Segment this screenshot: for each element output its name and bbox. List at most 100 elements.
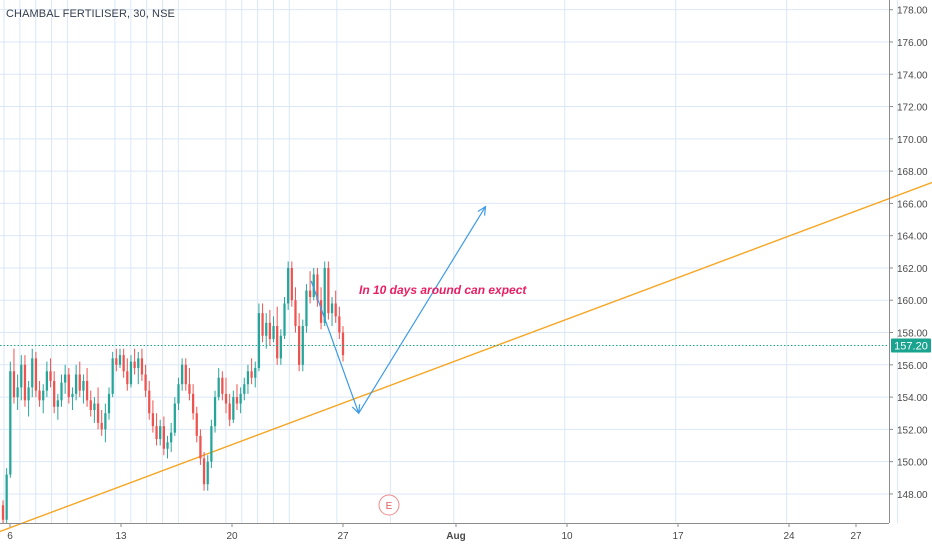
candle-body-76 [279, 335, 282, 359]
candle-56 [206, 455, 209, 491]
candle-19 [71, 387, 74, 411]
candle-body-28 [104, 413, 107, 430]
candle-body-11 [42, 390, 45, 401]
candle-body-86 [316, 274, 319, 301]
candle-body-30 [111, 358, 114, 394]
earnings-marker-layer: E [378, 494, 400, 516]
candle-body-82 [301, 326, 304, 365]
candle-body-5 [20, 364, 23, 388]
y-tick-label-10: 168.00 [897, 167, 928, 178]
candle-body-92 [338, 316, 341, 333]
candle-37 [137, 351, 140, 385]
candle-86 [316, 267, 319, 307]
candle-78 [287, 261, 290, 310]
candle-body-54 [199, 435, 202, 459]
candle-44 [162, 416, 165, 456]
candle-29 [107, 387, 111, 420]
candle-body-2 [9, 371, 12, 475]
candle-body-81 [297, 326, 301, 365]
candle-11 [42, 384, 45, 414]
x-tick-label-1: 13 [115, 531, 127, 542]
candle-3 [12, 348, 16, 404]
candle-33 [122, 348, 125, 378]
candle-41 [151, 400, 155, 433]
candle-body-77 [283, 303, 286, 336]
candle-21 [78, 361, 81, 398]
candle-54 [199, 429, 202, 465]
candle-67 [246, 364, 250, 394]
candle-body-72 [265, 322, 268, 336]
candle-body-29 [107, 393, 111, 414]
y-tick-label-0: 148.00 [897, 490, 928, 501]
candle-body-26 [96, 403, 100, 423]
candle-body-84 [308, 290, 312, 298]
y-tick-label-6: 160.00 [897, 296, 928, 307]
candle-body-71 [261, 313, 264, 336]
y-tick-label-8: 164.00 [897, 232, 928, 243]
candle-body-9 [34, 358, 38, 391]
arrow-head-1 [477, 205, 487, 216]
x-axis-panel[interactable] [0, 524, 889, 550]
candle-body-66 [243, 384, 246, 394]
arrow-shaft-1 [358, 206, 487, 414]
candle-body-89 [327, 267, 330, 314]
candle-body-64 [235, 397, 239, 404]
candle-76 [279, 329, 282, 365]
candle-39 [144, 364, 147, 398]
candle-body-24 [89, 400, 92, 411]
candle-2 [9, 361, 12, 478]
candle-body-75 [276, 326, 279, 359]
candle-28 [104, 403, 107, 443]
y-tick-label-12: 172.00 [897, 103, 928, 114]
candle-12 [45, 361, 49, 398]
candle-body-60 [221, 377, 224, 394]
candle-60 [221, 371, 224, 401]
candle-body-39 [144, 374, 147, 391]
candle-38 [140, 348, 144, 381]
candle-91 [334, 290, 337, 323]
candle-0 [1, 500, 5, 523]
candle-92 [338, 306, 341, 339]
candle-body-14 [53, 380, 56, 407]
candle-body-38 [140, 358, 144, 375]
y-tick-label-9: 166.00 [897, 199, 928, 210]
candle-body-63 [232, 397, 235, 420]
candle-body-74 [272, 326, 275, 339]
x-tick-label-8: 27 [850, 531, 862, 542]
x-axis-ticks: 6 13 20 27 Aug 10 17 24 27 [7, 523, 862, 542]
candle-8 [31, 348, 34, 398]
candle-body-37 [137, 358, 140, 369]
candle-body-62 [228, 403, 231, 420]
candle-71 [261, 303, 264, 343]
candle-18 [67, 368, 70, 404]
candle-53 [195, 406, 198, 443]
candle-body-34 [126, 371, 129, 385]
earnings-marker-label: E [386, 501, 393, 512]
candle-31 [115, 348, 118, 372]
trendline-layer [0, 178, 932, 546]
chart-title: CHAMBAL FERTILISER, 30, NSE [6, 8, 175, 20]
candle-7 [27, 380, 30, 417]
earnings-marker-circle[interactable] [378, 494, 400, 516]
candle-body-44 [162, 426, 165, 449]
candle-body-3 [12, 371, 16, 398]
candle-9 [34, 351, 38, 398]
candle-6 [23, 355, 27, 407]
annotation-text[interactable]: In 10 days around can expect [359, 283, 527, 297]
projection-arrow-1[interactable] [358, 205, 487, 414]
candle-body-49 [181, 364, 184, 385]
candle-88 [323, 261, 326, 327]
candle-24 [89, 390, 92, 417]
projection-arrows [310, 205, 487, 415]
y-tick-label-2: 152.00 [897, 425, 928, 436]
y-tick-label-13: 174.00 [897, 70, 928, 81]
candle-4 [16, 374, 19, 411]
candle-body-41 [151, 413, 155, 427]
candle-82 [301, 319, 304, 372]
candle-61 [224, 377, 228, 414]
support-trendline[interactable] [0, 178, 932, 546]
annotation-layer: In 10 days around can expect [359, 283, 527, 297]
candle-body-35 [129, 361, 133, 385]
